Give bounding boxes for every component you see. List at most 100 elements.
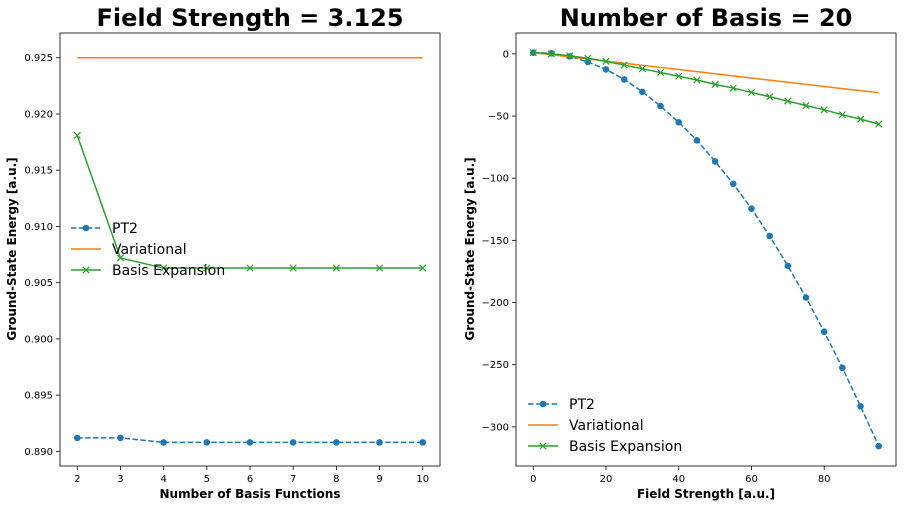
left-chart-ylabel: Ground-State Energy [a.u.] xyxy=(5,157,19,340)
left-x-tick-label: 7 xyxy=(290,474,296,485)
right-data-point-basis-expansion xyxy=(547,50,556,58)
left-legend-marker-basis-expansion xyxy=(82,266,90,274)
right-x-tick-label: 80 xyxy=(818,474,831,485)
right-legend-label-variational: Variational xyxy=(569,418,644,434)
right-data-point-basis-expansion xyxy=(566,52,574,60)
left-x-tick-label: 2 xyxy=(74,474,80,485)
right-data-point-pt2 xyxy=(602,66,610,73)
right-y-tick-label: 0 xyxy=(503,49,509,60)
right-chart-panel: Number of Basis = 20 Field Strength [a.u… xyxy=(463,4,897,501)
right-data-point-basis-expansion xyxy=(802,101,810,110)
right-data-point-pt2 xyxy=(748,205,755,212)
right-data-point-basis-expansion xyxy=(584,54,592,62)
right-data-point-basis-expansion xyxy=(875,120,883,128)
right-data-point-basis-expansion xyxy=(602,57,610,65)
left-x-tick-label: 5 xyxy=(204,474,210,485)
right-y-tick-label: −50 xyxy=(488,112,509,123)
right-legend-marker-basis-expansion xyxy=(539,442,547,450)
left-y-tick-label: 0.915 xyxy=(24,166,53,177)
left-x-tick-label: 8 xyxy=(333,474,339,485)
right-data-point-pt2 xyxy=(657,102,664,110)
left-data-point-basis-expansion xyxy=(246,264,254,272)
left-chart-frame xyxy=(59,32,441,467)
right-data-point-basis-expansion xyxy=(729,84,737,92)
left-chart-panel: Field Strength = 3.125 Number of Basis F… xyxy=(5,4,441,501)
right-data-point-basis-expansion xyxy=(638,65,646,73)
right-chart-frame xyxy=(515,32,897,467)
right-chart-title: Number of Basis = 20 xyxy=(560,4,853,32)
left-chart-series xyxy=(73,56,427,446)
right-y-tick-label: −100 xyxy=(482,174,509,185)
right-data-point-pt2 xyxy=(839,364,846,372)
left-data-point-pt2 xyxy=(419,439,427,446)
left-legend-marker-pt2 xyxy=(82,224,90,232)
left-data-point-pt2 xyxy=(289,439,297,446)
right-legend-label-pt2: PT2 xyxy=(569,397,595,413)
left-legend-label-variational: Variational xyxy=(112,242,187,258)
right-chart-xlabel: Field Strength [a.u.] xyxy=(637,487,775,501)
left-legend-label-basis-expansion: Basis Expansion xyxy=(112,263,225,279)
right-series-line-basis-expansion xyxy=(533,51,879,125)
right-data-point-basis-expansion xyxy=(693,76,701,84)
left-data-point-pt2 xyxy=(333,439,340,446)
left-data-point-pt2 xyxy=(160,439,167,446)
right-data-point-pt2 xyxy=(802,294,810,301)
right-y-tick-label: −150 xyxy=(482,236,509,247)
right-data-point-basis-expansion xyxy=(620,61,628,69)
left-y-tick-label: 0.890 xyxy=(24,447,53,458)
left-legend-label-pt2: PT2 xyxy=(112,221,138,237)
left-chart-xlabel: Number of Basis Functions xyxy=(160,487,341,501)
left-data-point-basis-expansion xyxy=(375,264,384,272)
left-chart-legend: PT2 Variational Basis Expansion xyxy=(71,221,225,279)
right-x-tick-label: 60 xyxy=(745,474,758,485)
left-data-point-pt2 xyxy=(117,434,124,442)
right-data-point-pt2 xyxy=(766,232,773,240)
left-y-tick-label: 0.925 xyxy=(24,53,53,64)
right-legend-marker-pt2 xyxy=(539,400,547,408)
right-data-point-basis-expansion xyxy=(529,49,537,57)
left-x-tick-label: 6 xyxy=(247,474,253,485)
left-y-tick-label: 0.920 xyxy=(24,109,53,120)
right-data-point-basis-expansion xyxy=(838,111,846,119)
right-data-point-pt2 xyxy=(857,403,864,410)
left-data-point-basis-expansion xyxy=(116,254,125,262)
right-data-point-pt2 xyxy=(820,328,828,336)
right-data-point-pt2 xyxy=(729,180,737,188)
right-chart-ylabel: Ground-State Energy [a.u.] xyxy=(463,157,477,340)
left-data-point-basis-expansion xyxy=(160,264,168,272)
right-data-point-pt2 xyxy=(675,118,683,126)
right-data-point-basis-expansion xyxy=(820,106,828,114)
left-y-tick-label: 0.900 xyxy=(24,334,53,345)
left-data-point-pt2 xyxy=(203,439,211,446)
left-chart-ticks: 2 3 4 5 6 7 8 9 10 0.890 0.895 0.900 0.905 0.910 0.915… xyxy=(24,53,429,485)
left-x-tick-label: 4 xyxy=(160,474,166,485)
right-y-tick-label: −200 xyxy=(482,298,509,309)
left-x-tick-label: 3 xyxy=(117,474,123,485)
right-data-point-pt2 xyxy=(620,76,628,83)
left-y-tick-label: 0.895 xyxy=(24,391,53,402)
right-data-point-pt2 xyxy=(693,136,701,144)
left-y-tick-label: 0.905 xyxy=(24,278,53,289)
right-data-point-basis-expansion xyxy=(856,115,865,123)
right-x-tick-label: 0 xyxy=(530,474,536,485)
right-data-point-pt2 xyxy=(875,442,883,450)
right-x-tick-label: 40 xyxy=(672,474,685,485)
right-data-point-basis-expansion xyxy=(675,72,683,80)
right-data-point-basis-expansion xyxy=(766,93,774,101)
right-chart-legend: PT2 Variational Basis Expansion xyxy=(528,397,682,455)
right-chart-series xyxy=(529,49,883,450)
left-data-point-basis-expansion xyxy=(289,264,297,272)
right-x-tick-label: 20 xyxy=(600,474,613,485)
right-data-point-basis-expansion xyxy=(784,97,792,105)
left-data-point-pt2 xyxy=(73,434,81,442)
left-data-point-basis-expansion xyxy=(73,131,81,139)
left-data-point-basis-expansion xyxy=(332,264,340,272)
right-y-tick-label: −300 xyxy=(482,422,509,433)
left-data-point-pt2 xyxy=(246,439,254,446)
left-x-tick-label: 9 xyxy=(376,474,382,485)
right-data-point-basis-expansion xyxy=(711,80,719,88)
left-x-tick-label: 10 xyxy=(416,474,429,485)
right-data-point-basis-expansion xyxy=(656,68,665,77)
